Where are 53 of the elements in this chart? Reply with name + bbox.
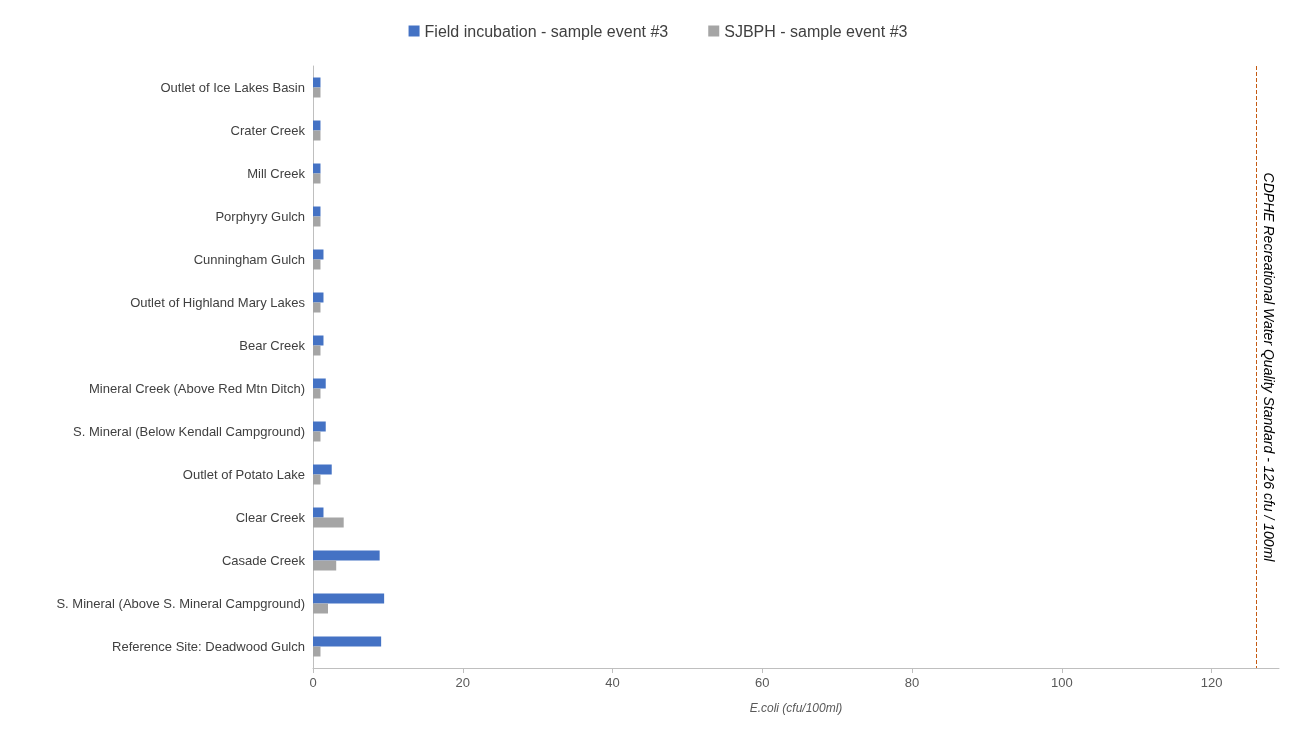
- x-tick-label: 20: [455, 675, 470, 690]
- y-tick-label: S. Mineral (Below Kendall Campground): [73, 424, 305, 439]
- bar: [313, 593, 385, 604]
- bar: [313, 206, 321, 217]
- y-tick-label: Crater Creek: [230, 123, 306, 138]
- y-tick-label: Porphyry Gulch: [215, 209, 305, 224]
- bar: [313, 636, 382, 647]
- y-tick-label: Outlet of Potato Lake: [182, 467, 305, 482]
- x-tick-label: 100: [1050, 675, 1073, 690]
- y-tick-label: Outlet of Ice Lakes Basin: [160, 80, 305, 95]
- bar: [313, 474, 321, 485]
- x-tick-label: 60: [755, 675, 770, 690]
- bar: [313, 517, 344, 528]
- ref-line-label: CDPHE Recreational Water Quality Standard - 126 cfu / 100ml: [1260, 172, 1277, 563]
- bar: [313, 421, 326, 432]
- legend-label: Field incubation - sample event #3: [424, 22, 669, 40]
- bar: [313, 163, 321, 174]
- bar: [313, 560, 337, 571]
- bar: [313, 431, 321, 442]
- bar: [313, 378, 326, 389]
- y-tick-label: Clear Creek: [235, 510, 306, 525]
- bar: [313, 302, 321, 313]
- bar: [313, 130, 321, 141]
- y-tick-label: Cunningham Gulch: [193, 252, 305, 267]
- y-tick-label: Bear Creek: [239, 338, 306, 353]
- y-tick-label: Mill Creek: [247, 166, 306, 181]
- x-tick-label: 0: [309, 675, 317, 690]
- bar: [313, 292, 324, 303]
- x-tick-label: 40: [605, 675, 620, 690]
- bar: [313, 249, 324, 260]
- bar: [313, 259, 321, 270]
- x-axis-title: E.coli (cfu/100ml): [749, 701, 843, 715]
- y-tick-label: Mineral Creek (Above Red Mtn Ditch): [88, 381, 305, 396]
- bar: [313, 120, 321, 131]
- bar: [313, 345, 321, 356]
- bar: [313, 87, 321, 98]
- y-tick-label: Reference Site: Deadwood Gulch: [112, 639, 305, 654]
- x-tick-label: 120: [1200, 675, 1223, 690]
- bar: [313, 173, 321, 184]
- x-tick-label: 80: [904, 675, 920, 690]
- y-tick-label: Casade Creek: [221, 553, 306, 568]
- bar: [313, 216, 321, 227]
- bar: [313, 646, 321, 657]
- legend-label: SJBPH - sample event #3: [724, 22, 908, 40]
- bar: [313, 507, 324, 518]
- bar: [313, 335, 324, 346]
- bar: [313, 464, 332, 475]
- bar: [313, 77, 321, 88]
- bar: [313, 603, 328, 614]
- y-tick-label: S. Mineral (Above S. Mineral Campground): [56, 596, 305, 611]
- bar: [313, 388, 321, 399]
- y-tick-label: Outlet of Highland Mary Lakes: [130, 295, 306, 310]
- bar: [313, 550, 380, 561]
